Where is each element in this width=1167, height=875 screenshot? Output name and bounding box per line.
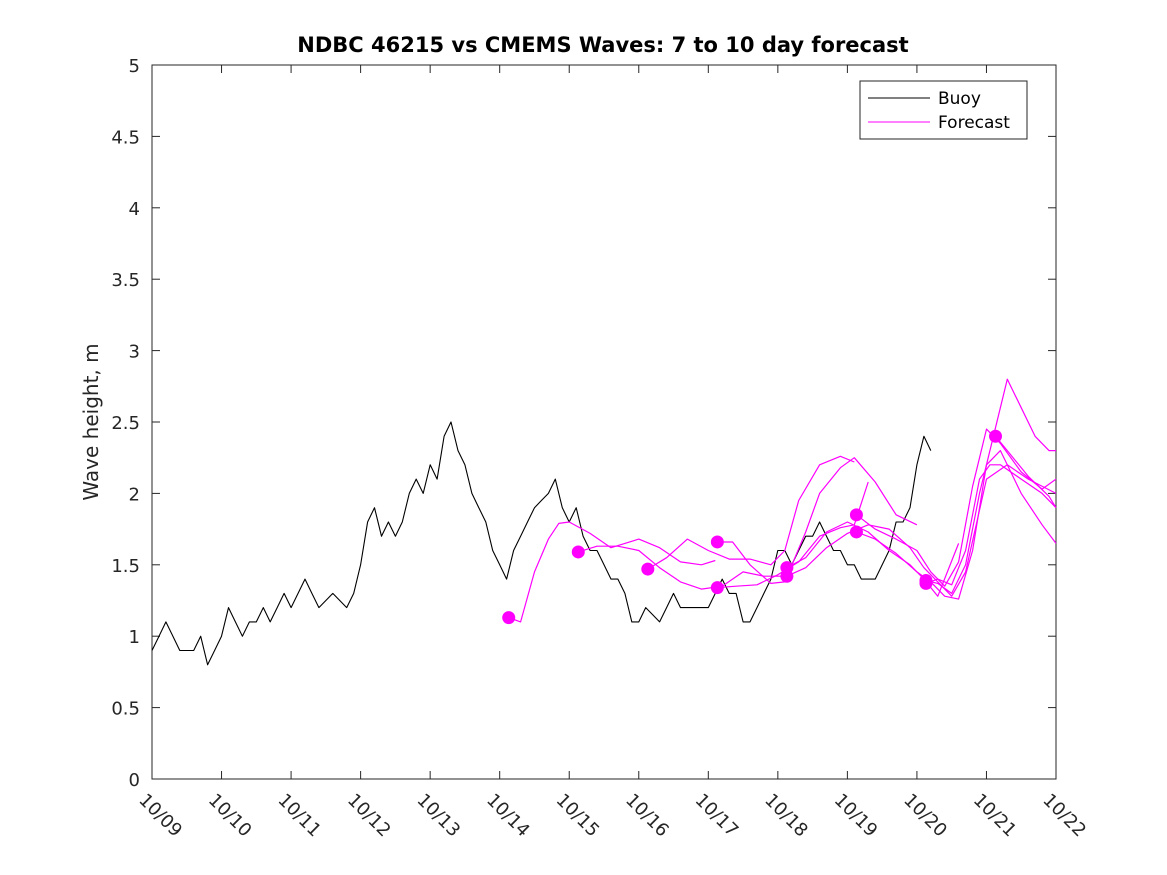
forecast-start-marker-4 (710, 535, 724, 549)
forecast-line-11 (925, 464, 1057, 586)
forecast-start-marker-9 (849, 525, 863, 539)
forecast-start-marker-3 (641, 562, 655, 576)
y-tick-label: 3.5 (111, 270, 140, 291)
forecast-line-8 (856, 428, 1057, 587)
legend-label-buoy: Buoy (938, 89, 981, 109)
forecast-start-marker-1 (502, 611, 516, 625)
y-tick-label: 3 (129, 342, 140, 363)
y-tick-label: 4.5 (111, 127, 140, 148)
forecast-line-3 (647, 455, 855, 570)
forecast-start-marker-11 (919, 576, 933, 590)
forecast-start-marker-7 (780, 569, 794, 583)
chart-title: NDBC 46215 vs CMEMS Waves: 7 to 10 day f… (297, 33, 908, 57)
y-tick-label: 0.5 (111, 699, 140, 720)
y-axis-label: Wave height, m (79, 343, 103, 500)
forecast-line-9 (856, 450, 1057, 600)
forecast-start-marker-12 (989, 429, 1003, 443)
forecast-start-marker-5 (710, 581, 724, 595)
y-tick-label: 2.5 (111, 413, 140, 434)
y-tick-label: 1.5 (111, 556, 140, 577)
forecast-line-7 (786, 464, 1057, 597)
y-tick-label: 4 (129, 199, 140, 220)
buoy-line (151, 421, 932, 666)
y-axis: 0 0.5 1 1.5 2 2.5 3 3.5 4 4.5 5 (111, 56, 1056, 791)
legend-label-forecast: Forecast (938, 113, 1010, 133)
forecast-line-2 (578, 545, 785, 590)
forecast-start-marker-8 (849, 508, 863, 522)
forecast-series-group (502, 378, 1057, 625)
forecast-line-4 (717, 457, 918, 585)
buoy-series (151, 421, 932, 666)
legend: Buoy Forecast (859, 80, 1028, 140)
y-tick-label: 2 (129, 484, 140, 505)
forecast-start-marker-2 (571, 545, 585, 559)
y-tick-label: 5 (129, 56, 140, 77)
plot-area (151, 64, 1057, 780)
forecast-line-1 (508, 521, 716, 623)
forecast-line-12 (995, 435, 1057, 509)
legend-box (859, 80, 1028, 140)
y-tick-label: 0 (129, 770, 140, 791)
y-tick-label: 1 (129, 627, 140, 648)
